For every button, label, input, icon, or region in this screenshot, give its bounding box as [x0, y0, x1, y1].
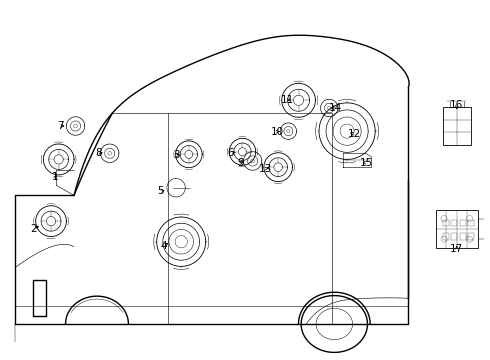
Text: 9: 9 — [238, 158, 244, 167]
Bar — [436, 210, 478, 248]
Text: 14: 14 — [329, 103, 343, 113]
Text: 6: 6 — [227, 148, 234, 158]
Bar — [443, 108, 471, 144]
Bar — [460, 234, 466, 240]
Text: 16: 16 — [450, 100, 464, 111]
Text: 17: 17 — [450, 244, 464, 255]
Text: 2: 2 — [30, 224, 36, 234]
Bar — [468, 234, 474, 240]
Text: 13: 13 — [259, 164, 272, 174]
Text: 5: 5 — [157, 186, 164, 196]
Text: 7: 7 — [57, 121, 64, 131]
Bar — [468, 220, 474, 226]
Text: 3: 3 — [173, 150, 179, 160]
Text: 12: 12 — [348, 129, 361, 139]
Bar — [442, 234, 449, 240]
Bar — [451, 220, 457, 226]
Bar — [451, 234, 457, 240]
Text: 1: 1 — [52, 172, 58, 183]
Text: 4: 4 — [160, 241, 167, 251]
Text: 11: 11 — [281, 95, 294, 105]
Bar — [442, 220, 449, 226]
Text: 10: 10 — [270, 127, 284, 137]
Text: 15: 15 — [360, 158, 373, 168]
Bar — [460, 220, 466, 226]
Text: 8: 8 — [96, 148, 102, 158]
